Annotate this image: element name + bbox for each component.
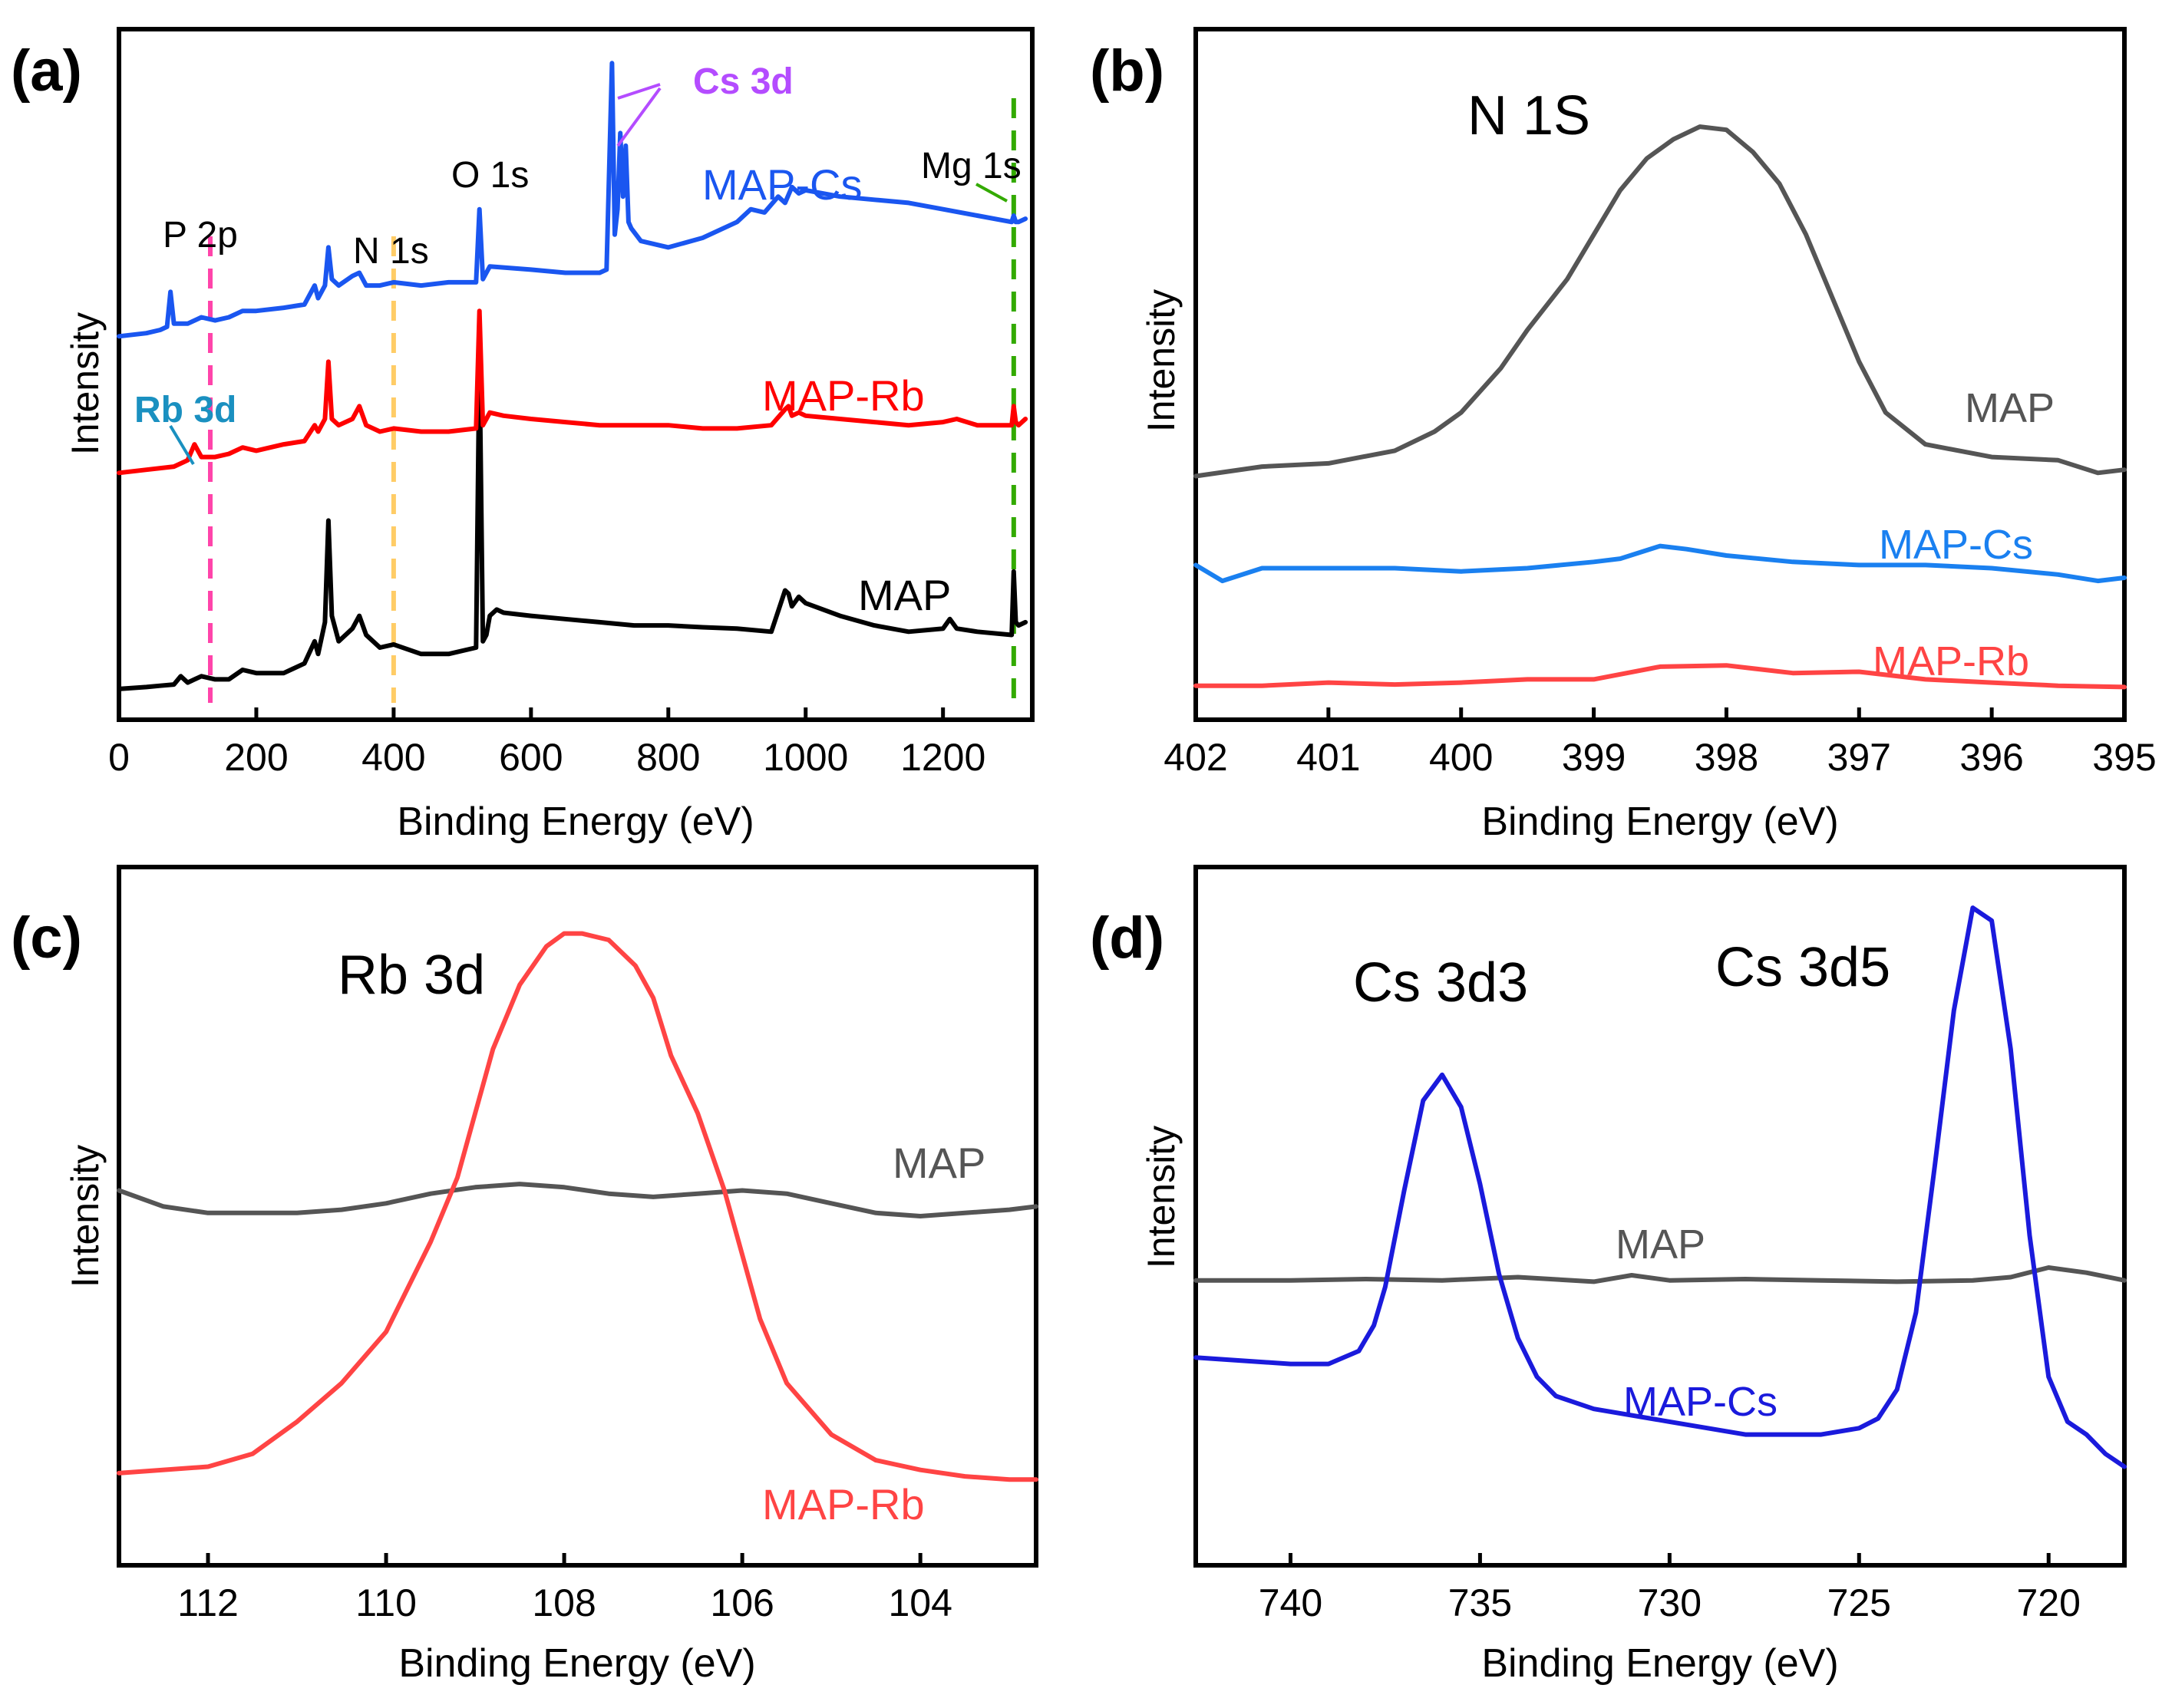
panel-b: (b) 402 401 400 399 398 397 396 395 Bind… <box>1090 27 2157 844</box>
panel-a-series-map <box>117 353 1028 691</box>
panel-c-xtick-label-2: 108 <box>532 1581 596 1624</box>
panel-a-x-ticks <box>117 707 946 720</box>
panel-b-series-map-cs <box>1193 543 2127 584</box>
panel-c-xtick-label-3: 106 <box>710 1581 774 1624</box>
panel-a-annotation-p2p: P 2p <box>163 215 238 256</box>
panel-d-annotation-cs3d5: Cs 3d5 <box>1715 937 1890 998</box>
panel-a-rb3d-arrow <box>169 424 195 466</box>
panel-d-xtick-label-0: 740 <box>1259 1581 1322 1624</box>
panel-a-xtick-label-3: 600 <box>499 736 563 779</box>
panel-a-label-map: MAP <box>858 571 951 619</box>
panel-c-x-tick-labels: 112 110 108 106 104 <box>177 1581 952 1624</box>
panel-a-annotation-rb3d: Rb 3d <box>134 390 236 430</box>
panel-c-xtick-label-0: 112 <box>177 1581 239 1624</box>
panel-d-series-map-cs <box>1193 905 2127 1469</box>
panel-b-xtick-label-0: 402 <box>1164 736 1227 779</box>
panel-c-x-ticks <box>206 1553 923 1565</box>
panel-a-xtick-label-6: 1200 <box>900 736 985 779</box>
panel-a-annotation-o1s: O 1s <box>451 155 529 196</box>
panel-a-label-map-rb: MAP-Rb <box>762 371 925 420</box>
panel-d-xtick-label-4: 720 <box>2017 1581 2081 1624</box>
panel-a-y-axis-label: Intensity <box>64 312 107 455</box>
panel-a-xtick-label-1: 200 <box>224 736 288 779</box>
panel-d-label-map: MAP <box>1616 1222 1705 1268</box>
panel-d-x-axis-label: Binding Energy (eV) <box>1481 1641 1838 1686</box>
panel-a-xtick-label-4: 800 <box>636 736 700 779</box>
panel-c-series-map <box>117 1182 1038 1218</box>
panel-c-letter: (c) <box>11 905 82 971</box>
panel-b-x-tick-labels: 402 401 400 399 398 397 396 395 <box>1164 736 2156 779</box>
panel-a-xtick-label-5: 1000 <box>763 736 848 779</box>
panel-d-plot-frame <box>1193 865 2127 1568</box>
panel-b-xtick-label-5: 397 <box>1827 736 1891 779</box>
panel-d-letter: (d) <box>1090 905 1164 971</box>
panel-a-label-map-cs: MAP-Cs <box>702 160 862 209</box>
panel-d-xtick-label-3: 725 <box>1827 1581 1891 1624</box>
panel-b-x-axis-label: Binding Energy (eV) <box>1481 800 1838 844</box>
panel-a-annotation-n1s: N 1s <box>353 231 429 272</box>
panel-c-label-map: MAP <box>893 1139 985 1187</box>
panel-b-x-ticks <box>1193 707 2127 720</box>
panel-b-y-axis-label: Intensity <box>1140 289 1183 432</box>
panel-a-x-axis-label: Binding Energy (eV) <box>397 800 754 844</box>
panel-d-annotation-cs3d3: Cs 3d3 <box>1353 952 1528 1014</box>
panel-a-x-tick-labels: 0 200 400 600 800 1000 1200 <box>108 736 985 779</box>
panel-d-label-map-cs: MAP-Cs <box>1623 1379 1778 1425</box>
panel-d-xtick-label-2: 730 <box>1638 1581 1702 1624</box>
panel-a-xtick-label-2: 400 <box>361 736 425 779</box>
panel-b-title: N 1S <box>1467 85 1590 147</box>
panel-a: (a) 0 200 400 600 800 1000 1200 Binding … <box>11 27 1035 844</box>
panel-b-label-map-cs: MAP-Cs <box>1879 522 2033 568</box>
panel-d-series-map <box>1193 1265 2127 1284</box>
panel-b-xtick-label-4: 398 <box>1695 736 1758 779</box>
panel-b-series-map-rb <box>1193 663 2127 690</box>
panel-c-label-map-rb: MAP-Rb <box>762 1480 925 1528</box>
panel-b-series-map <box>1193 124 2127 479</box>
panel-b-xtick-label-2: 400 <box>1429 736 1493 779</box>
panel-a-letter: (a) <box>11 38 82 104</box>
panel-b-xtick-label-3: 399 <box>1562 736 1626 779</box>
panel-d-x-tick-labels: 740 735 730 725 720 <box>1259 1581 2081 1624</box>
panel-c-xtick-label-1: 110 <box>355 1581 417 1624</box>
panel-b-letter: (b) <box>1090 38 1164 104</box>
panel-b-label-map-rb: MAP-Rb <box>1873 638 2029 684</box>
panel-b-xtick-label-1: 401 <box>1296 736 1360 779</box>
panel-a-annotation-mg1s: Mg 1s <box>921 146 1022 186</box>
panel-a-xtick-label-0: 0 <box>108 736 130 779</box>
panel-a-series-map-cs <box>117 61 1028 339</box>
panel-c-x-axis-label: Binding Energy (eV) <box>398 1641 755 1686</box>
panel-d-x-ticks <box>1288 1553 2051 1565</box>
panel-d-xtick-label-1: 735 <box>1448 1581 1512 1624</box>
panel-c-title: Rb 3d <box>338 945 485 1006</box>
panel-c-xtick-label-4: 104 <box>888 1581 952 1624</box>
panel-b-label-map: MAP <box>1965 385 2055 431</box>
panel-c-y-axis-label: Intensity <box>64 1145 107 1288</box>
panel-a-cs3d-arrow-1 <box>617 83 661 100</box>
panel-c: (c) 112 110 108 106 104 Binding Energy (… <box>11 865 1038 1686</box>
panel-a-mg1s-arrow <box>975 183 1008 203</box>
panel-a-annotation-cs3d: Cs 3d <box>693 61 794 102</box>
panel-a-plot-frame <box>117 27 1035 722</box>
panel-d: (d) 740 735 730 725 720 Binding Energy (… <box>1090 865 2127 1686</box>
panel-b-xtick-label-6: 396 <box>1959 736 2023 779</box>
panel-b-plot-frame <box>1193 27 2127 722</box>
panel-b-xtick-label-7: 395 <box>2092 736 2156 779</box>
panel-d-y-axis-label: Intensity <box>1140 1126 1183 1268</box>
panel-a-series-map-rb <box>117 308 1028 476</box>
panel-c-plot-frame <box>117 865 1038 1568</box>
panel-a-cs3d-arrow-2 <box>616 87 662 147</box>
panel-c-series-map-rb <box>117 931 1038 1482</box>
